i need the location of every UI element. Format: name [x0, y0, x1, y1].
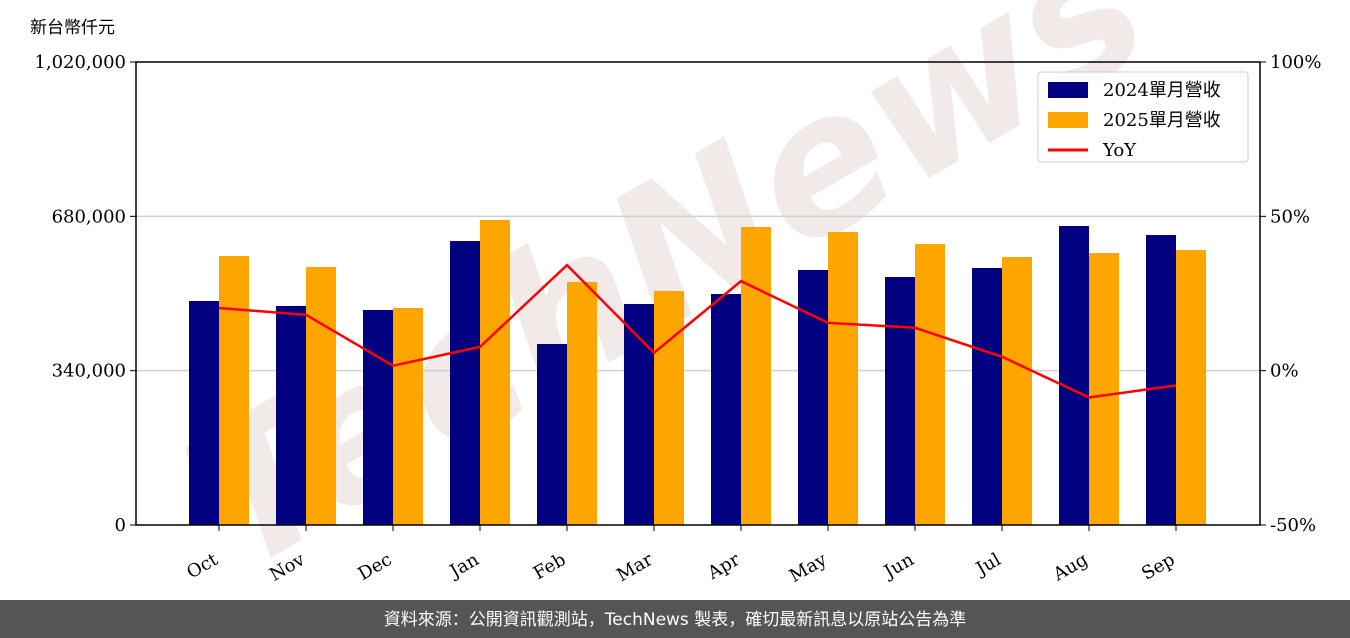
bar	[798, 269, 828, 525]
bar	[741, 227, 771, 525]
bar	[624, 303, 654, 525]
x-tick-label: Sep	[1138, 549, 1178, 584]
bar	[276, 305, 306, 525]
bar	[1176, 250, 1206, 525]
legend-swatch	[1048, 82, 1088, 98]
yoy-line	[218, 263, 1177, 399]
bar	[828, 231, 858, 525]
source-note: 資料來源：公開資訊觀測站，TechNews 製表，確切最新訊息以原站公告為準	[384, 610, 966, 630]
legend-label: 2024單月營收	[1103, 80, 1221, 101]
x-tick-label: Mar	[613, 549, 657, 586]
bar	[363, 309, 393, 525]
bar	[306, 266, 336, 525]
y-tick-label: 680,000	[52, 206, 126, 227]
bar	[567, 282, 597, 525]
bar	[1002, 257, 1032, 525]
bar	[450, 241, 480, 525]
bar	[219, 256, 249, 525]
legend-box	[1037, 71, 1249, 163]
bar	[393, 307, 423, 525]
bar	[1059, 226, 1089, 525]
bar	[654, 291, 684, 525]
x-tick-label: Jun	[879, 549, 918, 584]
x-tick-label: May	[786, 549, 831, 587]
bar	[537, 344, 567, 525]
legend-swatch	[1048, 112, 1088, 128]
x-tick-label: Oct	[183, 549, 222, 584]
bar	[480, 220, 510, 525]
x-tick-label: Jul	[971, 549, 1005, 581]
x-tick-label: Aug	[1049, 549, 1092, 586]
y2-tick-label: 50%	[1270, 206, 1310, 227]
y-axis-label: 新台幣仟元	[30, 18, 115, 38]
legend-label: 2025單月營收	[1103, 110, 1221, 131]
bar	[885, 277, 915, 525]
y2-tick-label: -50%	[1270, 515, 1316, 536]
x-tick-label: Feb	[530, 549, 570, 584]
footer-band	[0, 600, 1350, 638]
legend-label: YoY	[1102, 140, 1137, 161]
bar	[915, 244, 945, 525]
x-tick-label: Apr	[703, 549, 743, 584]
bar	[711, 293, 741, 525]
x-tick-label: Jan	[445, 549, 483, 583]
bar	[1146, 234, 1176, 526]
bar	[1089, 253, 1119, 525]
bar	[189, 300, 219, 525]
bar	[972, 267, 1002, 525]
y-tick-label: 0	[115, 515, 126, 536]
plot-frame	[135, 61, 1261, 526]
y-tick-label: 340,000	[52, 361, 126, 382]
y-tick-label: 1,020,000	[34, 52, 126, 73]
y2-tick-label: 0%	[1270, 361, 1299, 382]
y2-tick-label: 100%	[1270, 52, 1321, 73]
